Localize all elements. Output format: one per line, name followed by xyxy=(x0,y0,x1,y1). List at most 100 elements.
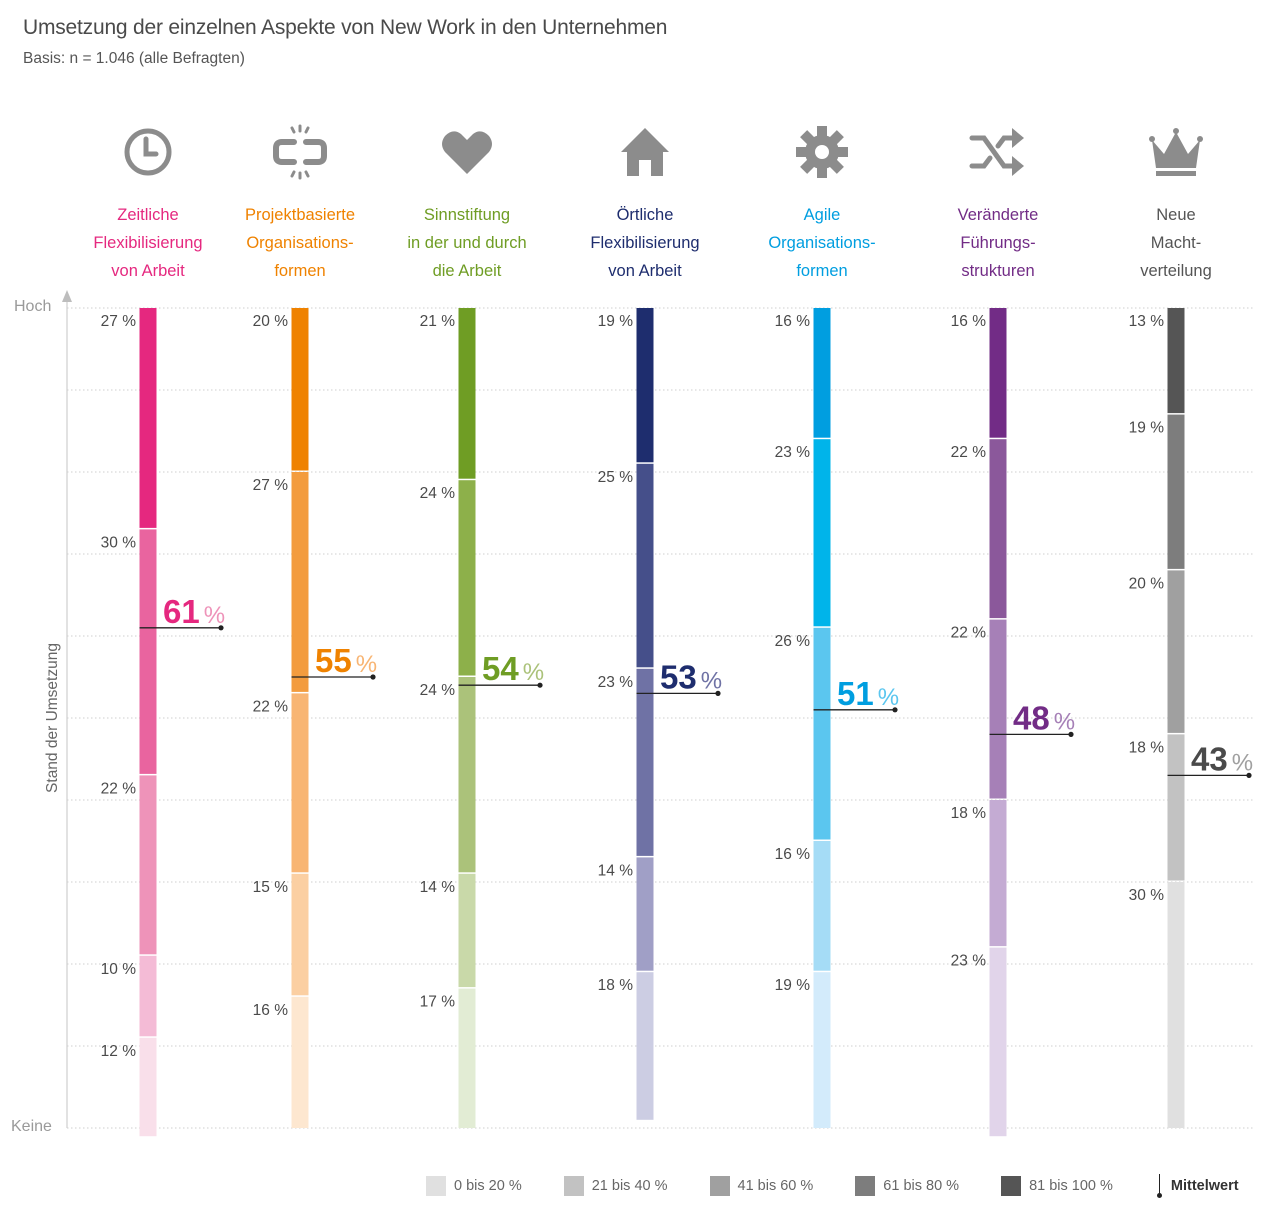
bar-segment xyxy=(636,463,654,668)
segment-value-label: 10 % xyxy=(101,961,137,978)
bar-segment xyxy=(1167,308,1185,414)
segment-value-label: 30 % xyxy=(101,534,137,551)
bar-segment xyxy=(813,439,831,627)
mean-value-label: 51% xyxy=(837,675,899,712)
bar-segment xyxy=(989,619,1007,799)
segment-value-label: 16 % xyxy=(951,313,987,330)
segment-value-label: 21 % xyxy=(420,313,456,330)
mean-value-label: 53% xyxy=(660,658,722,695)
bar-segment xyxy=(813,627,831,840)
bar-segment xyxy=(636,857,654,971)
segment-value-label: 26 % xyxy=(775,633,811,650)
bar-segment xyxy=(636,668,654,856)
category-label: Zeitliche Flexibilisierung von Arbeit xyxy=(63,201,233,285)
clock-icon xyxy=(118,122,178,182)
bar-segment xyxy=(291,996,309,1128)
crown-icon xyxy=(1146,122,1206,182)
segment-value-label: 15 % xyxy=(253,879,289,896)
category-label: Projektbasierte Organisations-formen xyxy=(215,201,385,285)
mean-dot xyxy=(892,707,898,713)
category-label-line: Veränderte xyxy=(957,206,1039,224)
legend-swatch xyxy=(563,1176,584,1196)
segment-value-label: 20 % xyxy=(1129,575,1165,592)
bar-segment xyxy=(291,693,309,873)
bar-segment xyxy=(813,308,831,438)
category-label: Örtliche Flexibilisierung von Arbeit xyxy=(560,201,730,285)
mean-dot xyxy=(1246,772,1252,779)
category-label-line: Projektbasierte xyxy=(244,206,356,224)
shuffle-icon xyxy=(968,122,1028,182)
legend-item: 81 bis 100 % xyxy=(1001,1176,1113,1196)
segment-value-label: 16 % xyxy=(775,846,811,863)
bar-segment xyxy=(139,308,157,528)
segment-value-label: 20 % xyxy=(253,313,289,330)
legend-label: 81 bis 100 % xyxy=(1029,1178,1113,1194)
segment-value-label: 13 % xyxy=(1129,313,1165,330)
segment-value-label: 14 % xyxy=(598,862,634,879)
heart-icon xyxy=(437,122,497,182)
segment-value-label: 23 % xyxy=(775,444,811,461)
legend-label: 0 bis 20 % xyxy=(454,1178,522,1194)
segment-value-label: 18 % xyxy=(951,805,987,822)
bar-segment xyxy=(989,947,1007,1137)
segment-value-label: 16 % xyxy=(775,313,811,330)
mean-marker-icon xyxy=(1155,1174,1165,1198)
bar-segment xyxy=(291,472,309,692)
segment-value-label: 22 % xyxy=(951,444,987,461)
category-label-line: Neue xyxy=(1156,206,1196,224)
mean-value-label: 55% xyxy=(315,642,377,679)
bar-segment xyxy=(139,955,157,1037)
segment-value-label: 12 % xyxy=(101,1043,137,1060)
segment-value-label: 23 % xyxy=(598,674,634,691)
mean-dot xyxy=(537,682,543,688)
y-axis-title: Stand der Umsetzung xyxy=(44,643,61,793)
mean-dot xyxy=(218,625,224,631)
bar-segment xyxy=(989,439,1007,619)
bar-segment xyxy=(139,529,157,774)
bar-segment xyxy=(813,841,831,971)
category-label-line: formen xyxy=(274,262,326,280)
category-label-line: Organisations- xyxy=(246,234,354,252)
segment-value-label: 23 % xyxy=(951,953,987,970)
y-axis-top-label: Hoch xyxy=(14,298,51,315)
category-label: Neue Macht-verteilung xyxy=(1091,201,1261,285)
legend: 0 bis 20 % 21 bis 40 % 41 bis 60 % 61 bis 8… xyxy=(426,1174,1239,1198)
category-label-line: Flexibilisierung xyxy=(590,234,700,252)
bar-segment xyxy=(1167,570,1185,733)
category-label-line: Zeitliche xyxy=(117,206,179,224)
broken-link-icon xyxy=(270,122,330,182)
category-label-line: Sinnstiftung xyxy=(423,206,511,224)
chart-subtitle: Basis: n = 1.046 (alle Befragten) xyxy=(23,50,245,67)
bar-segment xyxy=(989,308,1007,438)
legend-label: 41 bis 60 % xyxy=(737,1178,814,1194)
legend-swatch xyxy=(1001,1176,1022,1196)
category-label-line: Macht- xyxy=(1150,234,1202,252)
category-label-line: von Arbeit xyxy=(608,262,682,280)
mean-value-label: 48% xyxy=(1013,699,1075,736)
category-label-line: Örtliche xyxy=(616,206,674,224)
category-label-line: Organisations- xyxy=(768,234,876,252)
segment-value-label: 22 % xyxy=(101,780,137,797)
legend-item: 0 bis 20 % xyxy=(426,1176,522,1196)
segment-value-label: 19 % xyxy=(775,977,811,994)
segment-value-label: 27 % xyxy=(253,477,289,494)
bar-segment xyxy=(636,972,654,1120)
segment-value-label: 24 % xyxy=(420,682,456,699)
legend-swatch xyxy=(709,1176,730,1196)
segment-value-label: 14 % xyxy=(420,879,456,896)
bar-segment xyxy=(458,308,476,479)
category-label-line: in der und durch xyxy=(407,234,527,252)
mean-dot xyxy=(715,690,721,697)
category-label-line: Flexibilisierung xyxy=(93,234,203,252)
bar-segment xyxy=(291,873,309,996)
segment-value-label: 22 % xyxy=(253,698,289,715)
bar-segment xyxy=(458,480,476,676)
segment-value-label: 19 % xyxy=(1129,420,1165,437)
bar-segment xyxy=(458,988,476,1128)
mean-dot xyxy=(370,674,376,680)
segment-value-label: 25 % xyxy=(598,469,634,486)
category-label-line: Agile xyxy=(803,206,841,224)
legend-label-mean: Mittelwert xyxy=(1170,1178,1239,1194)
mean-value-label: 54% xyxy=(482,650,544,687)
segment-value-label: 30 % xyxy=(1129,887,1165,904)
